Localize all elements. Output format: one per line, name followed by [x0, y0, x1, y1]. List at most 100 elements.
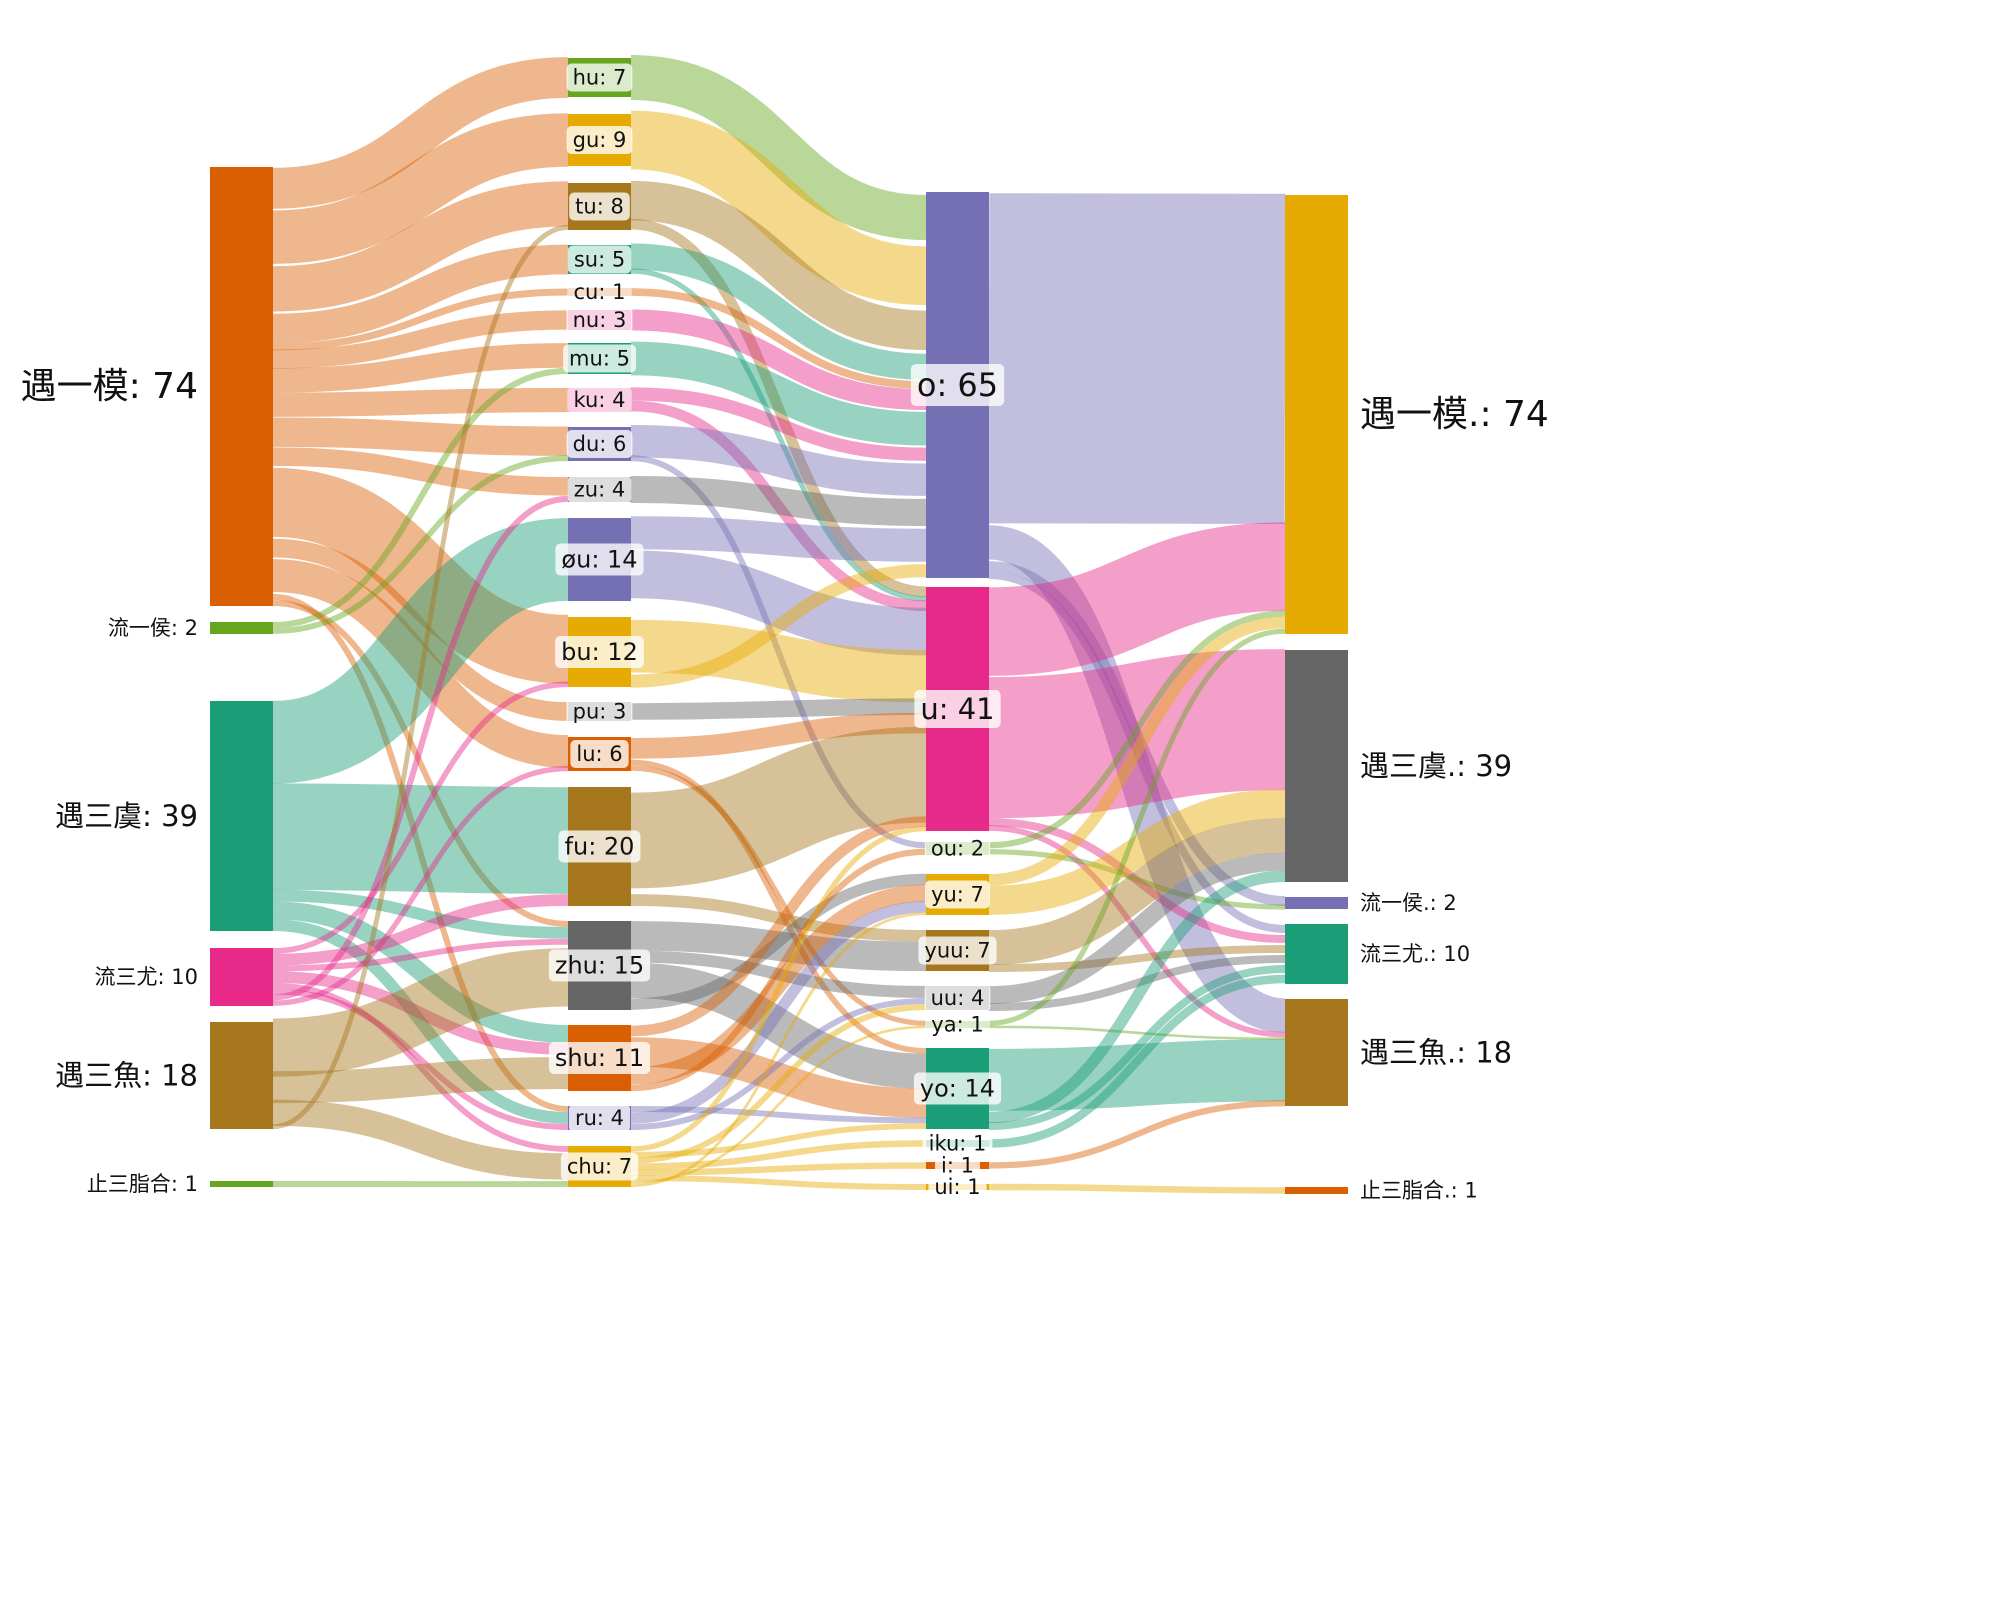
sankey-node-r3: [1285, 924, 1348, 984]
sankey-label-bg: [567, 386, 632, 414]
sankey-label-text: chu: 7: [567, 1155, 632, 1179]
sankey-link-iku-r3: [988, 974, 1286, 1148]
sankey-link-c0_3-lu: [272, 765, 569, 1006]
sankey-link-c0_4-tu: [272, 224, 569, 1130]
sankey-label-shu: shu: 11: [548, 1042, 651, 1074]
sankey-label-text: 遇一模.: 74: [1360, 394, 1549, 435]
sankey-label-r5: 止三脂合.: 1: [1360, 1179, 1478, 1203]
sankey-node-c0_1: [210, 622, 273, 634]
sankey-label-cu: cu: 1: [567, 278, 632, 306]
sankey-link-ou0-u: [630, 550, 927, 656]
sankey-label-chu: chu: 7: [560, 1152, 639, 1181]
sankey-label-text: 遇三魚.: 18: [1360, 1036, 1512, 1070]
sankey-label-c0_4: 遇三魚: 18: [55, 1059, 198, 1093]
sankey-link-chu-ya: [630, 1025, 927, 1184]
sankey-label-yuu: yuu: 7: [918, 936, 997, 965]
sankey-link-c0_3-zhu: [272, 938, 569, 972]
sankey-label-text: bu: 12: [561, 638, 638, 666]
sankey-link-o-r0: [988, 193, 1286, 524]
sankey-link-yo-r4: [988, 1039, 1286, 1111]
sankey-link-tu-u: [630, 218, 927, 597]
sankey-link-cu-o: [630, 288, 927, 389]
sankey-label-text: 流一侯: 2: [108, 616, 198, 640]
sankey-label-bg: [548, 949, 651, 982]
sankey-link-zu-o: [630, 475, 927, 526]
sankey-label-bg: [555, 543, 644, 576]
sankey-link-chu-u: [630, 826, 927, 1152]
sankey-label-bg: [567, 475, 632, 504]
sankey-link-ui-r5: [988, 1183, 1286, 1194]
sankey-link-o-r2: [988, 561, 1286, 906]
sankey-node-c0_5: [210, 1181, 273, 1187]
sankey-link-u-r1: [988, 649, 1286, 819]
sankey-node-c0_3: [210, 948, 273, 1006]
sankey-label-text: u: 41: [920, 692, 994, 726]
sankey-label-text: nu: 3: [573, 308, 627, 332]
sankey-label-nu: nu: 3: [566, 306, 633, 334]
sankey-link-ru-yu: [630, 901, 927, 1124]
sankey-label-bg: [924, 834, 991, 863]
sankey-label-bg: [555, 636, 644, 668]
sankey-label-text: su: 5: [574, 248, 625, 272]
sankey-label-text: hu: 7: [573, 66, 627, 90]
sankey-label-text: 止三脂合: 1: [87, 1172, 198, 1196]
sankey-link-nu-o: [630, 309, 927, 411]
sankey-link-lu-yo: [630, 759, 927, 1054]
sankey-label-bu: bu: 12: [555, 636, 644, 668]
sankey-links: [271, 55, 1287, 1194]
sankey-link-c0_1-du: [272, 455, 569, 634]
sankey-link-o-r3: [988, 571, 1286, 933]
sankey-label-hu: hu: 7: [566, 63, 633, 92]
sankey-link-zhu-uu: [630, 950, 927, 998]
sankey-label-text: 遇三虞: 39: [55, 799, 198, 833]
sankey-label-bg: [924, 984, 991, 1012]
sankey-label-text: yo: 14: [920, 1075, 995, 1103]
sankey-link-hu-o: [630, 55, 927, 240]
sankey-label-text: tu: 8: [575, 195, 624, 219]
sankey-link-bu-u: [630, 619, 927, 703]
sankey-label-su: su: 5: [567, 245, 632, 274]
sankey-label-c0_0: 遇一模: 74: [21, 366, 198, 407]
sankey-label-yu: yu: 7: [925, 880, 990, 909]
sankey-link-c0_1-mu: [272, 367, 569, 629]
sankey-label-text: pu: 3: [573, 700, 627, 724]
sankey-label-text: 止三脂合.: 1: [1360, 1179, 1478, 1203]
sankey-label-text: gu: 9: [573, 128, 627, 152]
sankey-link-uu-r1: [988, 852, 1286, 1004]
sankey-link-c0_4-chu: [272, 1099, 569, 1180]
sankey-link-yo-r3: [988, 965, 1286, 1131]
sankey-link-i-r4: [988, 1100, 1286, 1169]
sankey-link-ru-yo: [630, 1106, 927, 1124]
sankey-label-text: yu: 7: [931, 883, 984, 907]
sankey-link-c0_3-chu: [272, 982, 569, 1152]
sankey-label-pu: pu: 3: [566, 697, 633, 726]
sankey-link-c0_3-shu: [272, 971, 569, 1055]
sankey-link-u-r3: [988, 818, 1286, 943]
sankey-link-chu-yu: [630, 912, 927, 1187]
sankey-label-ru: ru: 4: [568, 1104, 631, 1132]
sankey-label-text: ou: 2: [931, 837, 984, 861]
sankey-label-bg: [925, 1010, 990, 1039]
sankey-link-c0_3-fu: [272, 894, 569, 966]
sankey-link-c0_0-su: [272, 244, 569, 344]
sankey-link-c0_4-shu: [272, 1057, 569, 1104]
sankey-link-yo-r1: [988, 870, 1286, 1124]
sankey-link-chu-uu: [630, 1004, 927, 1164]
sankey-link-c0_0-du: [272, 417, 569, 456]
sankey-link-c0_2-shu: [272, 901, 569, 1043]
sankey-link-c0_0-ku: [272, 387, 569, 417]
sankey-label-text: ku: 4: [574, 388, 626, 412]
sankey-label-text: ya: 1: [931, 1013, 983, 1037]
sankey-link-yuu-r3: [988, 945, 1286, 973]
sankey-link-u-r0: [988, 522, 1286, 676]
sankey-label-c0_5: 止三脂合: 1: [87, 1172, 198, 1196]
sankey-label-r0: 遇一模.: 74: [1360, 394, 1549, 435]
sankey-label-o: o: 65: [910, 364, 1005, 406]
sankey-label-text: shu: 11: [555, 1044, 644, 1072]
sankey-label-r1: 遇三虞.: 39: [1360, 749, 1512, 783]
sankey-label-bg: [563, 344, 636, 373]
sankey-label-ou0: øu: 14: [555, 543, 644, 576]
sankey-link-o-r4: [987, 525, 1287, 1033]
sankey-link-shu-ou: [630, 848, 927, 1092]
sankey-link-ru-uu: [630, 998, 927, 1130]
